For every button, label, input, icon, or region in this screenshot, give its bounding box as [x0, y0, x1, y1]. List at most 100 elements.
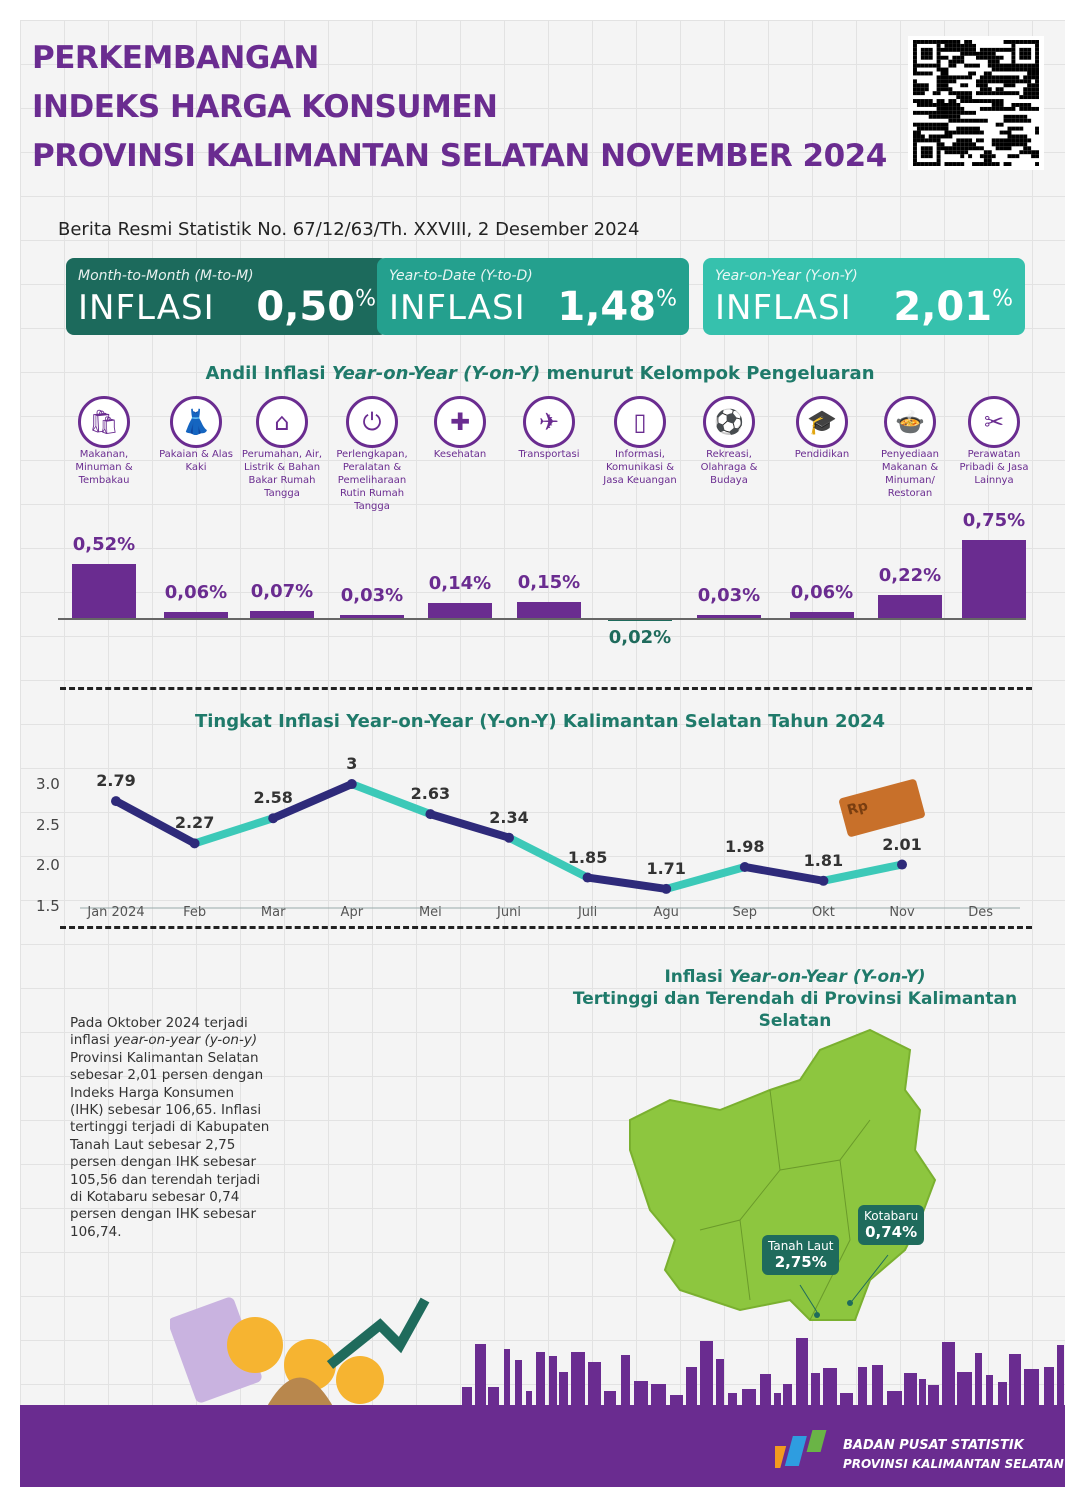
card-label: Year-on-Year (Y-on-Y)	[715, 268, 858, 284]
bar	[340, 614, 404, 618]
card-word: INFLASI	[715, 288, 852, 328]
y-tick: 3.0	[36, 775, 60, 793]
graduation-cap-icon: 🎓	[796, 396, 848, 448]
page-title: PERKEMBANGAN INDEKS HARGA KONSUMEN PROVI…	[32, 34, 887, 181]
scissors-comb-icon: ✂	[968, 396, 1020, 448]
x-tick: Feb	[183, 905, 207, 920]
category-label: Kesehatan	[433, 449, 487, 460]
line-chart	[80, 779, 1020, 909]
data-point	[582, 872, 593, 883]
food-bowl-icon: 🍲	[884, 396, 936, 448]
line-segment	[740, 862, 828, 885]
x-tick: Juli	[577, 905, 598, 920]
data-point	[111, 796, 121, 807]
bar	[962, 540, 1026, 618]
bar	[428, 603, 492, 618]
title-line: PROVINSI KALIMANTAN SELATAN NOVEMBER 202…	[32, 138, 887, 174]
data-point	[504, 832, 514, 843]
line-segment	[347, 780, 435, 819]
release-subtitle: Berita Resmi Statistik No. 67/12/63/Th. …	[58, 219, 640, 240]
bar-value-label: 0,07%	[250, 580, 314, 602]
house-icon: ⌂	[256, 396, 308, 448]
bar-value-label: 0,06%	[164, 581, 228, 603]
runner-icon: ⚽	[703, 396, 755, 448]
line-segment	[269, 780, 356, 823]
x-tick: Sep	[732, 905, 758, 920]
point-label: 2.01	[882, 834, 922, 854]
bar-value-label: 0,52%	[72, 533, 136, 555]
category-label: Perlengkapan, Peralatan & Pemeliharaan R…	[336, 449, 408, 512]
bar	[790, 611, 854, 618]
bar-value-label: 0,15%	[517, 572, 581, 594]
plug-icon: ⏻	[346, 396, 398, 448]
bar	[164, 611, 228, 618]
category-label: Rekreasi, Olahraga & Budaya	[700, 449, 758, 486]
card-value: 0,50%	[256, 284, 376, 330]
qr-code[interactable]	[908, 36, 1044, 170]
bar-value-label: 0,22%	[878, 565, 942, 587]
x-tick: Mei	[418, 905, 442, 920]
x-tick: Des	[968, 905, 993, 920]
x-tick: Mar	[260, 905, 286, 920]
inflation-card: Year-on-Year (Y-on-Y) INFLASI 2,01%	[703, 258, 1025, 335]
category-label: Pendidikan	[794, 449, 850, 460]
point-label: 3	[346, 754, 358, 774]
line-segment	[112, 797, 199, 848]
inflation-card: Month-to-Month (M-to-M) INFLASI 0,50%	[66, 258, 388, 335]
money-growth-illustration	[170, 1297, 430, 1410]
title-line: PERKEMBANGAN	[32, 40, 319, 76]
line-segment	[819, 860, 906, 885]
line-title: Tingkat Inflasi Year-on-Year (Y-on-Y) Ka…	[194, 711, 886, 732]
first-aid-kit-icon: ✚	[434, 396, 486, 448]
x-tick: Juni	[497, 905, 521, 920]
grocery-bag-icon: 🛍	[78, 396, 130, 448]
line-segment	[505, 833, 592, 882]
bar	[697, 614, 761, 618]
point-label: 1.85	[567, 847, 608, 867]
pin-kotabaru: Kotabaru 0,74%	[858, 1205, 925, 1245]
line-segment	[426, 810, 513, 842]
x-tick: Jan 2024	[87, 905, 145, 920]
category-label: Perawatan Pribadi & Jasa Lainnya	[959, 449, 1029, 486]
x-tick: Okt	[811, 905, 835, 920]
data-point	[189, 838, 200, 849]
airplane-icon: ✈	[523, 396, 575, 448]
category-label: Pakaian & Alas Kaki	[159, 449, 233, 473]
point-label: 2.27	[174, 813, 215, 833]
x-tick: Nov	[889, 905, 915, 920]
data-point	[897, 859, 907, 870]
inflation-card: Year-to-Date (Y-to-D) INFLASI 1,48%	[377, 258, 689, 335]
data-point	[268, 813, 279, 824]
dress-icon: 👗	[170, 396, 222, 448]
bps-logo	[766, 1428, 833, 1472]
bar-baseline	[58, 618, 1026, 620]
divider	[60, 926, 1032, 929]
data-point	[818, 875, 829, 886]
summary-paragraph: Pada Oktober 2024 terjadi inflasi year-o…	[70, 1015, 270, 1240]
bar	[517, 602, 581, 618]
smartphone-icon: ▯	[614, 396, 666, 448]
category-label: Makanan, Minuman & Tembakau	[75, 449, 133, 486]
card-label: Month-to-Month (M-to-M)	[78, 268, 254, 284]
line-segment	[662, 862, 749, 893]
category-label: Penyediaan Makanan & Minuman/ Restoran	[881, 449, 939, 499]
x-tick: Apr	[340, 905, 364, 920]
divider	[60, 687, 1032, 690]
bar	[72, 563, 136, 618]
andil-title: Andil Inflasi Year-on-Year (Y-on-Y) menu…	[205, 363, 875, 384]
category-label: Informasi, Komunikasi & Jasa Keuangan	[603, 449, 677, 486]
y-tick: 2.0	[36, 856, 60, 874]
data-point	[661, 883, 672, 894]
point-label: 2.63	[410, 784, 451, 804]
title-line: INDEKS HARGA KONSUMEN	[32, 89, 498, 125]
x-tick: Agu	[653, 905, 679, 920]
footer	[20, 1405, 1065, 1487]
point-label: 2.34	[489, 807, 529, 827]
data-point	[346, 779, 357, 790]
category-label: Transportasi	[518, 449, 580, 460]
pin-tanah-laut: Tanah Laut 2,75%	[762, 1235, 840, 1275]
point-label: 1.71	[646, 858, 686, 878]
kalsel-map	[629, 1028, 937, 1321]
card-value: 2,01%	[893, 284, 1013, 330]
y-tick: 1.5	[36, 896, 60, 915]
